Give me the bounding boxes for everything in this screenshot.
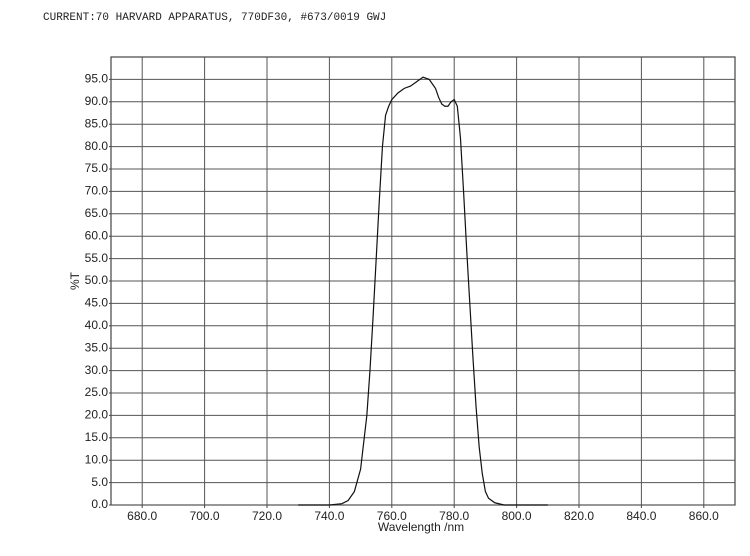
y-tick-label: 80.0 (85, 139, 109, 153)
y-tick-label: 85.0 (85, 116, 109, 130)
y-tick-label: 65.0 (85, 206, 109, 220)
x-tick-label: 840.0 (626, 509, 656, 523)
x-tick-label: 700.0 (190, 509, 220, 523)
y-tick-label: 5.0 (91, 475, 108, 489)
x-tick-label: 740.0 (314, 509, 344, 523)
y-tick-label: 70.0 (85, 184, 109, 198)
y-tick-label: 60.0 (85, 228, 109, 242)
y-tick-label: 50.0 (85, 273, 109, 287)
y-tick-label: 35.0 (85, 340, 109, 354)
y-tick-label: 75.0 (85, 161, 109, 175)
y-tick-label: 90.0 (85, 94, 109, 108)
y-tick-label: 45.0 (85, 296, 109, 310)
y-tick-label: 40.0 (85, 318, 109, 332)
x-tick-label: 720.0 (252, 509, 282, 523)
y-tick-label: 10.0 (85, 452, 109, 466)
x-tick-label: 800.0 (502, 509, 532, 523)
y-tick-label: 15.0 (85, 430, 109, 444)
y-tick-label: 55.0 (85, 251, 109, 265)
x-tick-label: 820.0 (564, 509, 594, 523)
y-tick-label: 0.0 (91, 497, 108, 511)
x-tick-label: 780.0 (439, 509, 469, 523)
y-tick-label: 25.0 (85, 385, 109, 399)
x-tick-label: 860.0 (689, 509, 719, 523)
y-tick-label: 95.0 (85, 72, 109, 86)
x-tick-label: 760.0 (377, 509, 407, 523)
y-axis-label: %T (68, 271, 82, 290)
x-axis-label: Wavelength /nm (378, 520, 464, 534)
chart-title: CURRENT:70 HARVARD APPARATUS, 770DF30, #… (43, 12, 386, 24)
data-line (298, 76, 548, 506)
y-tick-label: 30.0 (85, 363, 109, 377)
y-tick-label: 20.0 (85, 408, 109, 422)
x-tick-label: 680.0 (127, 509, 157, 523)
